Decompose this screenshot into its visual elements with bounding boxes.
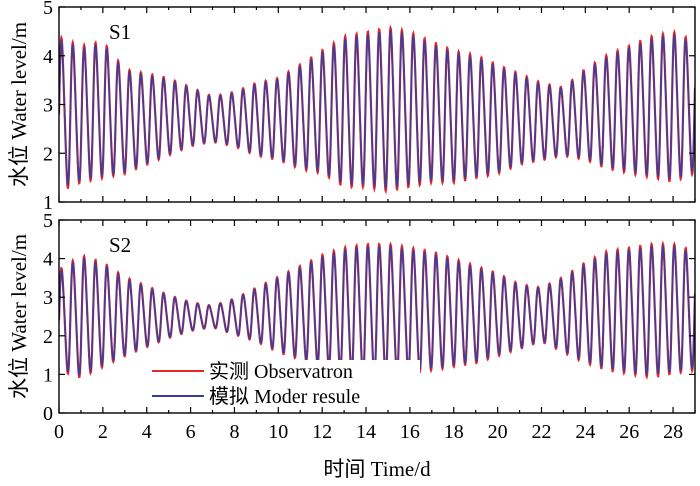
legend-item-label: 实测 Observatron [209, 360, 353, 383]
x-tick-label: 2 [98, 421, 108, 443]
y-tick-label: 2 [43, 143, 53, 165]
x-tick-label: 10 [268, 421, 288, 443]
x-tick-label: 0 [54, 421, 64, 443]
y-tick-label: 1 [43, 192, 53, 214]
legend-bg [150, 385, 420, 407]
panel-label: S1 [109, 20, 131, 44]
x-tick-label: 14 [356, 421, 376, 443]
y-tick-label: 4 [43, 46, 53, 68]
x-axis-label: 时间 Time/d [323, 457, 431, 481]
x-tick-label: 20 [488, 421, 508, 443]
x-tick-label: 8 [229, 421, 239, 443]
y-axis-label: 水位 Water level/m [7, 22, 31, 187]
legend-item-label: 模拟 Moder resule [209, 385, 360, 408]
y-tick-label: 5 [43, 210, 53, 232]
series-group [59, 24, 695, 195]
y-tick-label: 3 [43, 95, 53, 117]
y-tick-label: 2 [43, 326, 53, 348]
series-group [59, 240, 695, 381]
x-tick-label: 16 [400, 421, 420, 443]
x-tick-label: 4 [142, 421, 152, 443]
y-tick-label: 5 [43, 0, 53, 19]
y-tick-label: 1 [43, 364, 53, 386]
x-tick-label: 6 [186, 421, 196, 443]
y-axis-label: 水位 Water level/m [7, 234, 31, 399]
y-tick-label: 0 [43, 403, 53, 425]
y-tick-label: 3 [43, 287, 53, 309]
legend-bg [150, 360, 420, 382]
panel-label: S2 [109, 233, 131, 257]
plot-frame [58, 219, 696, 414]
x-tick-label: 12 [312, 421, 332, 443]
x-tick-label: 24 [575, 421, 595, 443]
panel-1: 1 2 3 4 5 S1 水位 Water level/m [7, 0, 696, 214]
x-tick-label: 18 [444, 421, 464, 443]
x-tick-label: 26 [619, 421, 639, 443]
x-tick-label: 28 [663, 421, 683, 443]
x-tick-label: 22 [531, 421, 551, 443]
series-line-simulated [59, 28, 695, 191]
series-line-simulated [59, 244, 695, 378]
y-tick-label: 4 [43, 249, 53, 271]
